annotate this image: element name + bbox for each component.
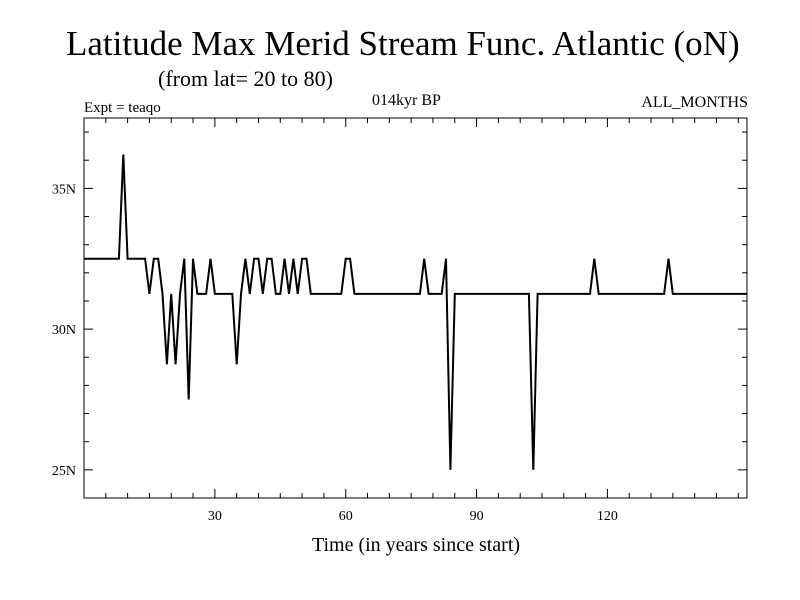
months-label: ALL_MONTHS <box>641 94 748 111</box>
chart-subtitle: (from lat= 20 to 80) <box>158 66 333 91</box>
x-tick-label: 90 <box>470 509 484 524</box>
chart-title: Latitude Max Merid Stream Func. Atlantic… <box>66 24 740 63</box>
axis-ticks <box>84 118 747 499</box>
experiment-label: Expt = teaqo <box>84 100 161 116</box>
x-tick-label: 30 <box>208 509 222 524</box>
x-tick-label: 60 <box>339 509 353 524</box>
x-axis-title: Time (in years since start) <box>312 534 520 556</box>
y-tick-label: 30N <box>52 323 76 338</box>
axis-tick-labels: 30 60 90 120 25N 30N 35N <box>52 182 618 524</box>
y-tick-label: 35N <box>52 182 76 197</box>
plot-frame <box>83 117 748 499</box>
y-tick-label: 25N <box>52 464 76 479</box>
series-line <box>84 154 747 470</box>
x-tick-label: 120 <box>597 509 618 524</box>
period-label: 014kyr BP <box>372 92 441 109</box>
